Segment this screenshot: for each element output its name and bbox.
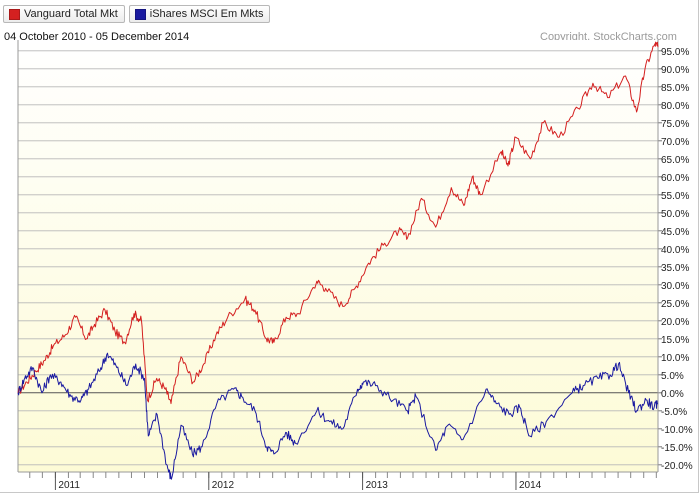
y-tick-label: 75.0%	[661, 119, 689, 130]
series-line-emerging-markets	[17, 352, 659, 480]
legend-label-emerging-markets: iShares MSCI Em Mkts	[149, 8, 264, 20]
legend-label-total-market: Vanguard Total Mkt	[24, 8, 118, 20]
legend: Vanguard Total Mkt iShares MSCI Em Mkts	[3, 5, 271, 25]
y-tick-label: 0.0%	[661, 389, 684, 400]
x-tick-label: 2014	[519, 480, 542, 491]
y-tick-label: 30.0%	[661, 281, 689, 292]
y-tick-label: 60.0%	[661, 173, 689, 184]
y-tick-label: 25.0%	[661, 299, 689, 310]
y-tick-label: 50.0%	[661, 209, 689, 220]
y-tick-label: 5.0%	[661, 371, 684, 382]
y-tick-label: 65.0%	[661, 155, 689, 166]
y-tick-label: -10.0%	[661, 425, 693, 436]
y-tick-label: -5.0%	[661, 407, 687, 418]
total-market-swatch	[9, 8, 20, 20]
y-tick-label: 85.0%	[661, 83, 689, 94]
y-tick-label: 40.0%	[661, 245, 689, 256]
y-tick-label: 95.0%	[661, 47, 689, 58]
series-line-total-market	[17, 41, 659, 405]
y-tick-label: 70.0%	[661, 137, 689, 148]
y-tick-label: 35.0%	[661, 263, 689, 274]
x-tick-label: 2013	[366, 480, 389, 491]
legend-item-total-market[interactable]: Vanguard Total Mkt	[3, 5, 125, 23]
y-tick-label: -20.0%	[661, 461, 693, 472]
y-tick-label: 20.0%	[661, 317, 689, 328]
y-tick-label: -15.0%	[661, 443, 693, 454]
x-tick-label: 2011	[58, 480, 80, 491]
emerging-markets-swatch	[134, 8, 146, 20]
y-tick-label: 45.0%	[661, 227, 689, 238]
legend-item-emerging-markets[interactable]: iShares MSCI Em Mkts	[128, 5, 271, 23]
y-tick-label: 90.0%	[661, 65, 689, 76]
y-tick-label: 55.0%	[661, 191, 689, 202]
y-tick-label: 10.0%	[661, 353, 689, 364]
y-tick-label: 80.0%	[661, 101, 689, 112]
x-tick-label: 2012	[212, 480, 235, 491]
plot-area	[18, 40, 658, 472]
y-tick-label: 15.0%	[661, 335, 689, 346]
